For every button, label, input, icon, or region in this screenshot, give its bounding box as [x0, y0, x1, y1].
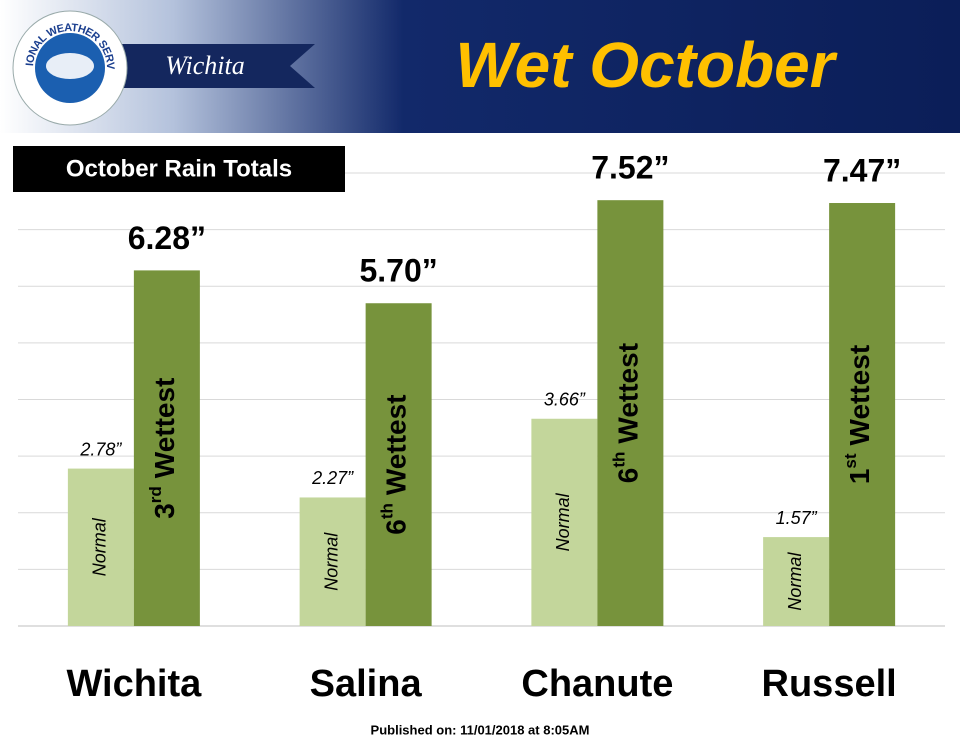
rank-number: 3 — [149, 503, 180, 519]
footer: Published on: 11/01/2018 at 8:05AM — [371, 722, 590, 737]
rank-text: Wettest — [845, 345, 876, 446]
bar — [829, 203, 896, 627]
bar — [365, 303, 432, 626]
rank-text: Wettest — [613, 343, 644, 444]
bar — [531, 418, 598, 626]
value-label: 5.70” — [359, 253, 437, 289]
value-label: 3.66” — [544, 390, 586, 410]
rank-label: 6th Wettest — [610, 343, 644, 483]
bar-series-label: Normal — [553, 492, 573, 551]
value-label: 2.27” — [311, 468, 354, 488]
rank-suffix: rd — [146, 486, 165, 503]
x-tick-label: Salina — [310, 663, 423, 705]
x-tick-label: Chanute — [521, 663, 673, 705]
bar-series-label: Normal — [785, 552, 805, 611]
rank-suffix: th — [610, 452, 629, 468]
subtitle-box — [13, 146, 345, 192]
rank-number: 1 — [845, 469, 876, 485]
value-label: 1.57” — [776, 508, 818, 528]
bar — [763, 537, 830, 626]
value-label: 7.52” — [591, 150, 669, 186]
rank-label: 6th Wettest — [378, 394, 412, 534]
value-label: 7.47” — [823, 152, 901, 188]
rank-label: 1st Wettest — [842, 345, 876, 484]
value-label: 6.28” — [128, 220, 206, 256]
rank-text: Wettest — [381, 394, 412, 495]
office-name: Wichita — [165, 51, 244, 80]
logo-cloud — [46, 53, 94, 79]
rank-suffix: th — [378, 503, 397, 519]
subtitle: October Rain Totals — [66, 155, 292, 182]
rank-label: 3rd Wettest — [146, 378, 180, 519]
rank-number: 6 — [613, 468, 644, 484]
bar — [67, 468, 134, 626]
bar — [299, 497, 366, 626]
bar-series-label: Normal — [321, 532, 341, 591]
rank-suffix: st — [842, 453, 861, 468]
x-tick-label: Russell — [762, 663, 897, 705]
rank-number: 6 — [381, 519, 412, 535]
bar — [597, 200, 664, 626]
title: Wet October — [455, 29, 837, 101]
bar-series-label: Normal — [90, 517, 110, 576]
rank-text: Wettest — [149, 378, 180, 479]
value-label: 2.78” — [79, 439, 122, 459]
bar — [133, 270, 200, 626]
x-tick-label: Wichita — [66, 663, 202, 705]
